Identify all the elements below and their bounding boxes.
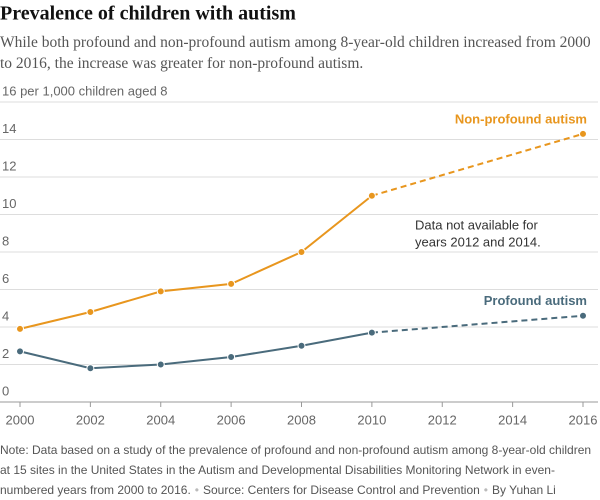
x-tick-label: 2002 — [76, 412, 105, 427]
source: Source: Centers for Disease Control and … — [202, 483, 480, 497]
point — [227, 279, 236, 288]
x-tick-label: 2008 — [287, 412, 316, 427]
annotation: years 2012 and 2014. — [415, 234, 541, 249]
point — [156, 360, 165, 369]
y-tick-label: 8 — [2, 233, 9, 248]
series-label: Profound autism — [484, 293, 587, 308]
x-tick-label: 2012 — [428, 412, 457, 427]
point — [297, 341, 306, 350]
point — [579, 129, 587, 138]
point — [367, 328, 376, 337]
x-tick-label: 2004 — [146, 412, 175, 427]
y-tick-label: 10 — [2, 196, 16, 211]
point — [579, 311, 587, 320]
y-tick-label: 4 — [2, 308, 9, 323]
series-line-dashed — [371, 132, 584, 197]
chart: Prevalence of children with autism While… — [0, 3, 598, 427]
y-tick-label: 0 — [2, 383, 9, 398]
y-tick-label: 14 — [2, 121, 16, 136]
point — [86, 364, 95, 373]
x-tick-label: 2006 — [217, 412, 246, 427]
note: Note: Data based on a study of the preva… — [0, 443, 592, 497]
y-tick-label: 16 per 1,000 children aged 8 — [2, 83, 168, 98]
point — [16, 324, 24, 333]
y-tick-label: 12 — [2, 158, 16, 173]
point — [367, 191, 376, 200]
series-label: Non-profound autism — [455, 111, 587, 126]
series-line — [19, 331, 373, 370]
series-line — [19, 194, 373, 330]
annotation: Data not available for — [415, 217, 539, 232]
y-tick-label: 2 — [2, 346, 9, 361]
chart-title: Prevalence of children with autism — [0, 3, 296, 25]
point — [16, 347, 24, 356]
point — [156, 287, 165, 296]
x-tick-label: 2010 — [357, 412, 386, 427]
x-tick-label: 2014 — [498, 412, 527, 427]
x-tick-label: 2016 — [569, 412, 598, 427]
point — [297, 248, 306, 256]
point — [86, 308, 95, 316]
point — [227, 353, 236, 361]
footer: Note: Data based on a study of the preva… — [0, 443, 592, 497]
y-tick-label: 6 — [2, 271, 9, 286]
byline: By Yuhan Li — [492, 483, 556, 497]
series-line-dashed — [371, 314, 584, 334]
chart-subtitle: While both profound and non-profound aut… — [0, 34, 591, 72]
x-tick-label: 2000 — [6, 412, 35, 427]
subtitle-box: While both profound and non-profound aut… — [0, 34, 591, 72]
